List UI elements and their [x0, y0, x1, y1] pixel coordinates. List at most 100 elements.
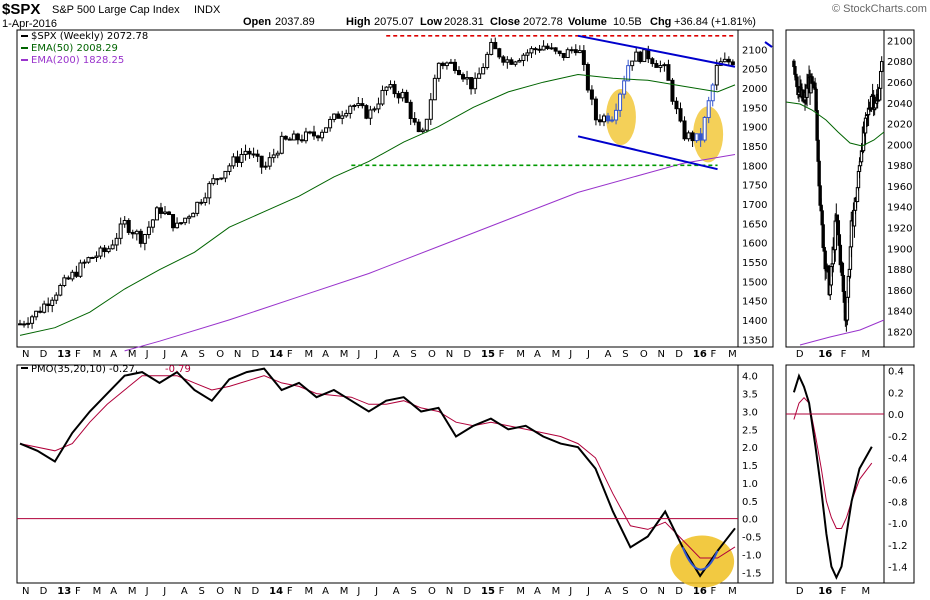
- pmo-x-tick: N: [446, 586, 453, 597]
- pmo-x-tick: J: [356, 586, 360, 597]
- price-candle: [279, 135, 284, 154]
- price-candle: [501, 56, 506, 63]
- inset-y-tick: 2080: [887, 57, 912, 68]
- price-candle: [283, 135, 288, 140]
- open-label: Open: [243, 16, 271, 28]
- price-candle: [303, 131, 308, 142]
- price-candle: [706, 100, 711, 118]
- pinset-y-tick: -1.4: [888, 563, 908, 574]
- exchange-label: INDX: [194, 4, 221, 16]
- pmo-x-tick: A: [181, 586, 188, 597]
- main-x-tick: N: [234, 349, 241, 360]
- pmo-x-tick: 13: [57, 586, 71, 597]
- price-candle: [106, 248, 111, 253]
- close-value: 2072.78: [523, 16, 563, 28]
- pmo-x-tick: F: [499, 586, 505, 597]
- price-candle: [573, 49, 578, 54]
- price-candle: [295, 133, 300, 141]
- price-candle: [54, 294, 59, 301]
- symbol-label: $SPX: [2, 1, 40, 18]
- pmo-y-tick: 1.5: [742, 461, 758, 472]
- price-candle: [549, 47, 554, 50]
- main-y-tick: 1850: [742, 142, 767, 153]
- main-y-tick: 1700: [742, 200, 767, 211]
- price-candle: [215, 178, 220, 181]
- inset-x-tick: D: [796, 349, 804, 360]
- price-candle: [312, 131, 317, 137]
- main-x-tick: O: [428, 349, 436, 360]
- pmo-x-tick: O: [216, 586, 224, 597]
- pmo-y-tick: 0.5: [742, 497, 758, 508]
- price-candle: [465, 77, 470, 80]
- price-candle: [42, 303, 47, 313]
- main-y-tick: 2050: [742, 65, 767, 76]
- price-candle: [674, 100, 679, 110]
- price-candle: [585, 63, 590, 91]
- pinset-x-tick: F: [841, 586, 847, 597]
- inset-y-tick: 1860: [887, 286, 912, 297]
- price-candle: [239, 153, 244, 163]
- inset-y-tick: 2020: [887, 120, 912, 131]
- price-candle: [440, 62, 445, 67]
- price-candle: [74, 271, 79, 277]
- pmo-x-tick: M: [128, 586, 137, 597]
- pmo-x-tick: J: [374, 586, 378, 597]
- pmo-inset-y-axis-box: [883, 364, 915, 584]
- chg-value: +36.84 (+1.81%): [674, 16, 756, 28]
- price-candle: [392, 84, 397, 95]
- price-candle: [400, 91, 405, 99]
- ema50-line: [19, 73, 736, 336]
- price-candle: [122, 219, 127, 225]
- main-y-tick: 1950: [742, 103, 767, 114]
- price-candle: [158, 207, 163, 214]
- price-candle: [162, 211, 167, 214]
- price-candle: [324, 127, 329, 133]
- inset-y-tick: 1880: [887, 265, 912, 276]
- price-candle: [22, 323, 27, 326]
- price-candle: [513, 61, 518, 65]
- price-candle: [622, 80, 627, 95]
- volume-value: 10.5B: [613, 16, 642, 28]
- price-candle: [134, 230, 139, 235]
- pmo-x-tick: A: [110, 586, 117, 597]
- main-x-tick: O: [640, 349, 648, 360]
- price-candle: [328, 118, 333, 129]
- pmo-y-tick: 2.0: [742, 443, 758, 454]
- pmo-inset-panel: [785, 364, 885, 584]
- price-candle: [130, 231, 135, 235]
- price-candle: [102, 247, 107, 253]
- price-candle: [658, 65, 663, 68]
- inset-x-tick: F: [841, 349, 847, 360]
- price-candle: [730, 61, 735, 65]
- main-x-tick: J: [356, 349, 360, 360]
- inset-y-tick: 1920: [887, 223, 912, 234]
- main-x-tick: M: [728, 349, 737, 360]
- price-candle: [432, 77, 437, 101]
- price-candle: [50, 299, 55, 307]
- price-candle: [372, 108, 377, 111]
- price-candle: [187, 216, 192, 219]
- main-x-tick: N: [446, 349, 453, 360]
- price-candle: [271, 154, 276, 159]
- price-candle: [537, 48, 542, 51]
- price-candle: [231, 156, 236, 167]
- price-candle: [243, 150, 248, 155]
- channel-trend-line: [577, 34, 736, 68]
- main-x-tick: F: [711, 349, 717, 360]
- pmo-signal-legend-entry: -0.79: [165, 364, 191, 375]
- date-label: 1-Apr-2016: [2, 18, 57, 30]
- pmo-x-tick: A: [605, 586, 612, 597]
- price-candle: [448, 61, 453, 64]
- inset-y-tick: 1940: [887, 203, 912, 214]
- pmo-x-tick: D: [463, 586, 471, 597]
- price-candle: [154, 207, 159, 221]
- price-candle: [110, 244, 115, 250]
- main-x-tick: 15: [481, 349, 495, 360]
- main-x-tick: J: [586, 349, 590, 360]
- inset-y-tick: 1820: [887, 327, 912, 338]
- inset-y-tick: 1900: [887, 244, 912, 255]
- price-candle: [396, 93, 401, 99]
- price-candle: [118, 223, 123, 239]
- price-candle: [183, 217, 188, 224]
- price-candle: [167, 211, 172, 216]
